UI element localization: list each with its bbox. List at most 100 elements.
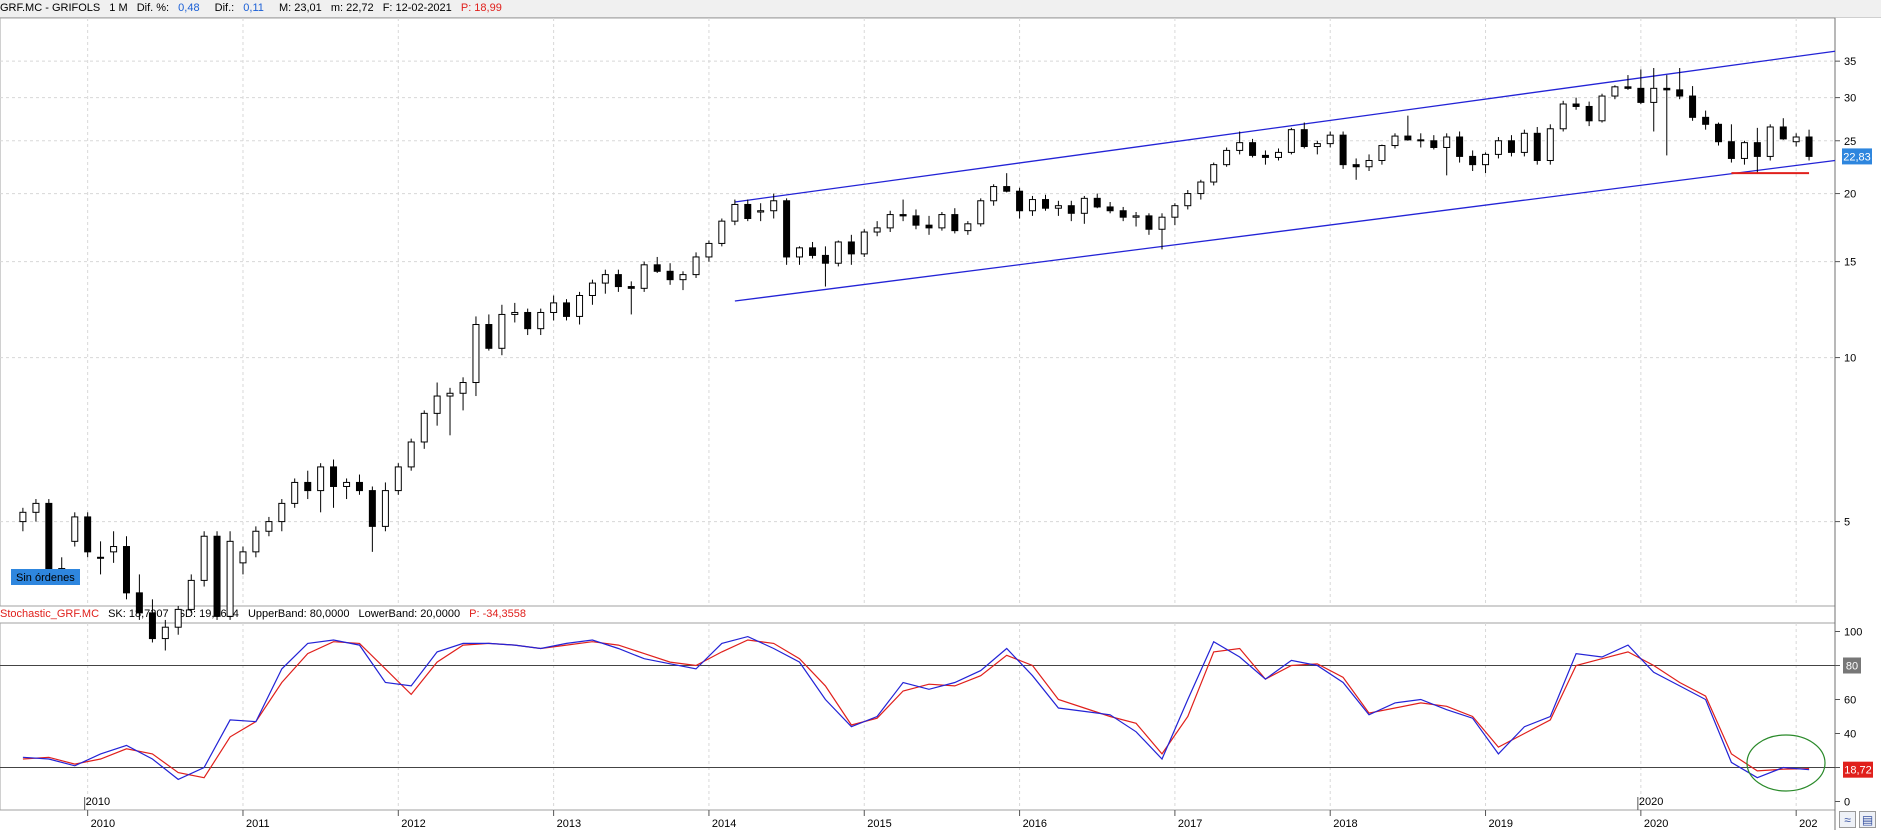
candle bbox=[1080, 195, 1088, 224]
candle bbox=[977, 198, 985, 227]
highlight-ellipse bbox=[1746, 734, 1826, 792]
candle-body bbox=[1611, 86, 1619, 97]
candle-body bbox=[977, 200, 985, 225]
y-tick-label: 20 bbox=[1844, 189, 1856, 201]
candle bbox=[1585, 101, 1593, 127]
stoch-p: P: -34,3558 bbox=[469, 608, 526, 620]
candle bbox=[640, 261, 648, 292]
candle-body bbox=[1365, 159, 1373, 168]
price-badge bbox=[1842, 148, 1872, 165]
candle bbox=[537, 308, 545, 336]
candle-body bbox=[1598, 95, 1606, 122]
candle-body bbox=[110, 546, 118, 553]
candle bbox=[1313, 140, 1321, 155]
candle-body bbox=[1003, 186, 1011, 192]
candle bbox=[847, 234, 855, 265]
candle-body bbox=[381, 490, 389, 527]
candle-body bbox=[550, 302, 558, 313]
upper-band-badge bbox=[1843, 657, 1861, 674]
candle-body bbox=[1274, 151, 1282, 158]
x-tick-label: 2012 bbox=[401, 818, 425, 830]
candle-body bbox=[1378, 145, 1386, 161]
candle bbox=[343, 478, 351, 500]
candle bbox=[1223, 147, 1231, 167]
candle bbox=[860, 229, 868, 257]
candle bbox=[1766, 124, 1774, 161]
candle bbox=[1093, 193, 1101, 209]
candle bbox=[1650, 68, 1658, 132]
candle bbox=[84, 512, 92, 558]
candle bbox=[744, 199, 752, 222]
candle-body bbox=[71, 516, 79, 542]
candle-body bbox=[1520, 132, 1528, 153]
candle-body bbox=[1805, 136, 1813, 157]
candle-body bbox=[1054, 205, 1062, 209]
histogram-icon[interactable]: ▤ bbox=[1859, 811, 1876, 828]
candle-body bbox=[744, 203, 752, 219]
candle-body bbox=[666, 270, 674, 281]
candle bbox=[886, 210, 894, 233]
dif-label: Dif.: 0,11 bbox=[215, 2, 270, 14]
candle-body bbox=[537, 311, 545, 330]
candle-body bbox=[1326, 134, 1334, 145]
candle-body bbox=[304, 481, 312, 492]
stochastic-panel-frame bbox=[0, 622, 1836, 811]
candle bbox=[498, 304, 506, 356]
candle bbox=[1249, 138, 1257, 158]
candle bbox=[1003, 173, 1011, 193]
sk-line bbox=[22, 635, 1810, 781]
candle-body bbox=[122, 546, 130, 594]
candle bbox=[1067, 200, 1075, 222]
candle-body bbox=[265, 521, 273, 532]
candle-body bbox=[1559, 103, 1567, 130]
upper-band-badge-text: 80 bbox=[1846, 661, 1858, 673]
x-tick-label: 2013 bbox=[557, 818, 581, 830]
candle-body bbox=[19, 511, 27, 523]
candle-body bbox=[433, 395, 441, 414]
candle bbox=[317, 463, 325, 513]
candle bbox=[446, 387, 454, 436]
candle-body bbox=[1417, 139, 1425, 142]
candle bbox=[925, 215, 933, 235]
candle bbox=[757, 203, 765, 222]
candle bbox=[472, 316, 480, 397]
candle-body bbox=[32, 502, 40, 513]
candle-body bbox=[1702, 116, 1710, 125]
price-badge-text: 22,83 bbox=[1843, 151, 1871, 163]
candle-body bbox=[1676, 89, 1684, 97]
candle-body bbox=[459, 382, 467, 394]
x-tick-label: 2016 bbox=[1023, 818, 1047, 830]
candle bbox=[1042, 194, 1050, 211]
candle bbox=[407, 438, 415, 471]
candle bbox=[1779, 118, 1787, 140]
candle bbox=[1028, 195, 1036, 216]
candle bbox=[1236, 131, 1244, 155]
candle-body bbox=[1469, 155, 1477, 166]
candle bbox=[45, 499, 53, 575]
candle-body bbox=[576, 294, 584, 317]
candle-body bbox=[783, 200, 791, 258]
candle bbox=[122, 536, 130, 600]
x-year-marker: 2010 bbox=[86, 796, 110, 808]
candle-body bbox=[1779, 126, 1787, 140]
sk-value-badge bbox=[1843, 761, 1873, 778]
candle bbox=[1676, 68, 1684, 100]
candle-body bbox=[1067, 205, 1075, 214]
candle bbox=[1559, 100, 1567, 132]
line-chart-icon[interactable]: ≈ bbox=[1839, 811, 1856, 828]
candle bbox=[1740, 140, 1748, 165]
candle bbox=[524, 308, 532, 336]
candle-body bbox=[1663, 87, 1671, 91]
y-tick-label: 30 bbox=[1844, 93, 1856, 105]
candle bbox=[1274, 148, 1282, 161]
candle-body bbox=[1106, 206, 1114, 212]
candle-body bbox=[886, 214, 894, 229]
candle-body bbox=[407, 441, 415, 468]
candle bbox=[1326, 131, 1334, 148]
candle-body bbox=[614, 274, 622, 288]
candle bbox=[71, 512, 79, 547]
candle bbox=[563, 299, 571, 321]
candle bbox=[1482, 152, 1490, 174]
candle bbox=[1430, 135, 1438, 150]
